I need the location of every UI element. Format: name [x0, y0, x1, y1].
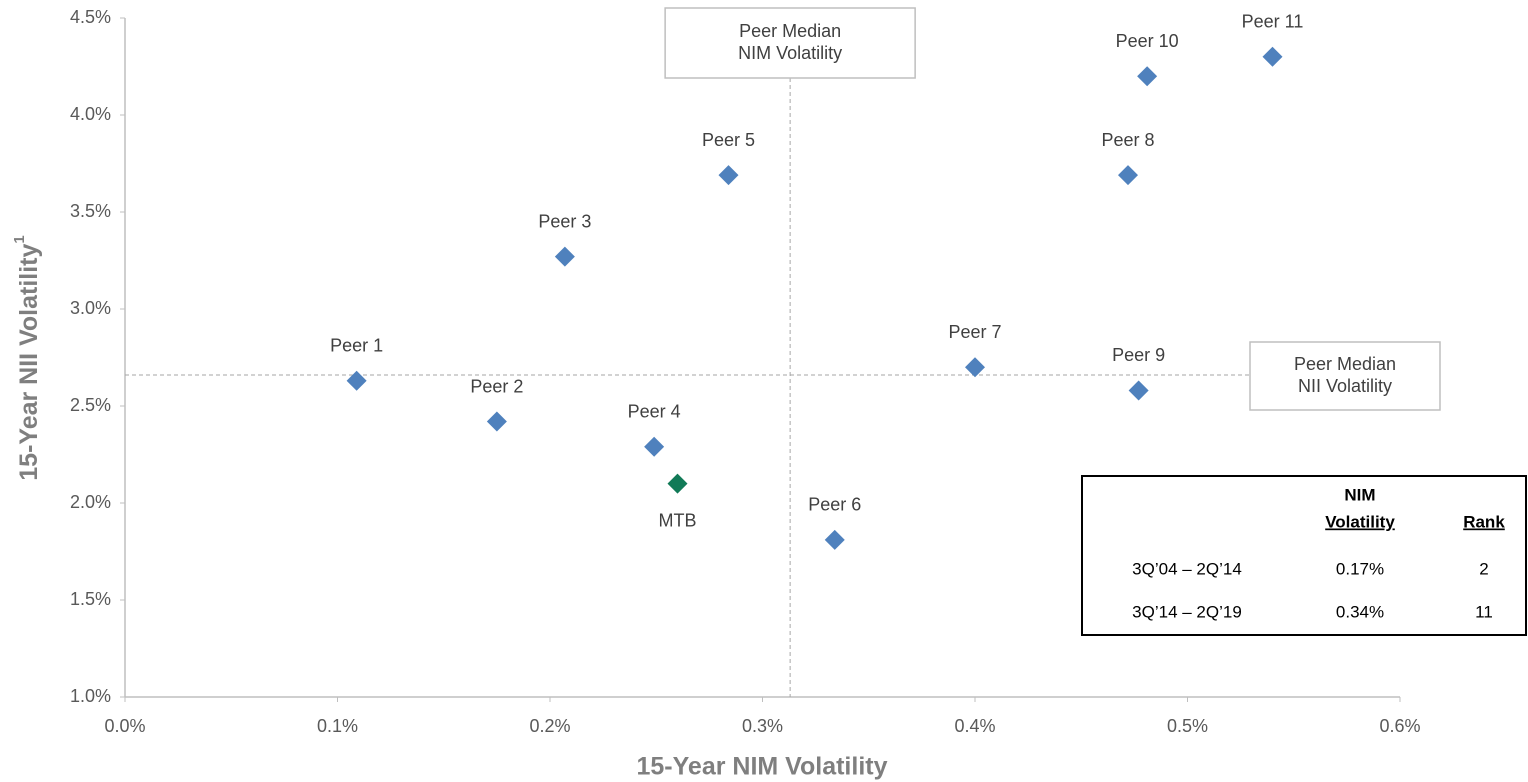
point [644, 436, 665, 457]
median-label: NIM Volatility [738, 43, 842, 63]
point [824, 529, 845, 550]
y-tick-label: 2.0% [70, 492, 111, 512]
median-label-box [664, 7, 916, 79]
x-tick-label: 0.4% [954, 716, 995, 736]
x-tick-label: 0.6% [1379, 716, 1420, 736]
median-label: NII Volatility [1298, 376, 1392, 396]
point-label: Peer 10 [1116, 31, 1179, 51]
x-tick-label: 0.5% [1167, 716, 1208, 736]
table-box [1081, 475, 1527, 636]
table-cell: 0.17% [1336, 559, 1384, 578]
point-label: Peer 3 [538, 211, 591, 231]
point [486, 411, 507, 432]
y-tick-label: 1.0% [70, 686, 111, 706]
table-cell: 11 [1475, 602, 1493, 621]
point [1137, 66, 1158, 87]
point [554, 246, 575, 267]
point-label: Peer 8 [1101, 130, 1154, 150]
x-tick-label: 0.2% [529, 716, 570, 736]
point [1118, 165, 1138, 186]
table-header: Volatility [1325, 512, 1395, 531]
y-tick-label: 4.5% [70, 7, 111, 27]
y-tick-label: 3.0% [70, 298, 111, 318]
point-label: Peer 11 [1242, 12, 1304, 32]
x-tick-label: 0.0% [104, 716, 145, 736]
table-cell: 0.34% [1336, 602, 1384, 621]
median-label-box [1249, 341, 1441, 411]
y-tick-label: 3.5% [70, 201, 111, 221]
table-cell: 3Q’04 – 2Q’14 [1132, 559, 1242, 578]
y-axis-footnote: 1 [11, 235, 28, 243]
table-cell: 2 [1479, 559, 1488, 578]
point [667, 473, 688, 494]
point [346, 370, 367, 391]
table-header: NIM [1344, 485, 1375, 504]
x-tick-label: 0.3% [742, 716, 783, 736]
y-tick-label: 2.5% [70, 395, 111, 415]
y-axis-title: 15-Year NII Volatility1 [11, 235, 43, 480]
table-cell: 3Q’14 – 2Q’19 [1132, 602, 1242, 621]
point-label: Peer 6 [808, 495, 861, 515]
point-label: Peer 1 [330, 336, 383, 356]
point [718, 165, 739, 186]
median-label: Peer Median [1294, 354, 1396, 374]
point-label: Peer 2 [470, 376, 523, 396]
median-label: Peer Median [739, 21, 841, 41]
table-header: Rank [1463, 512, 1505, 531]
point-label: MTB [659, 510, 697, 530]
point [1262, 46, 1283, 67]
x-axis-title: 15-Year NIM Volatility [636, 753, 887, 781]
point-label: Peer 9 [1112, 345, 1165, 365]
x-tick-label: 0.1% [317, 716, 358, 736]
y-axis-title-text: 15-Year NII Volatility [15, 244, 43, 481]
point [965, 357, 985, 378]
point [1128, 380, 1149, 401]
point-label: Peer 4 [628, 401, 681, 421]
y-tick-label: 1.5% [70, 589, 111, 609]
point-label: Peer 7 [948, 322, 1001, 342]
point-label: Peer 5 [702, 130, 755, 150]
y-tick-label: 4.0% [70, 104, 111, 124]
